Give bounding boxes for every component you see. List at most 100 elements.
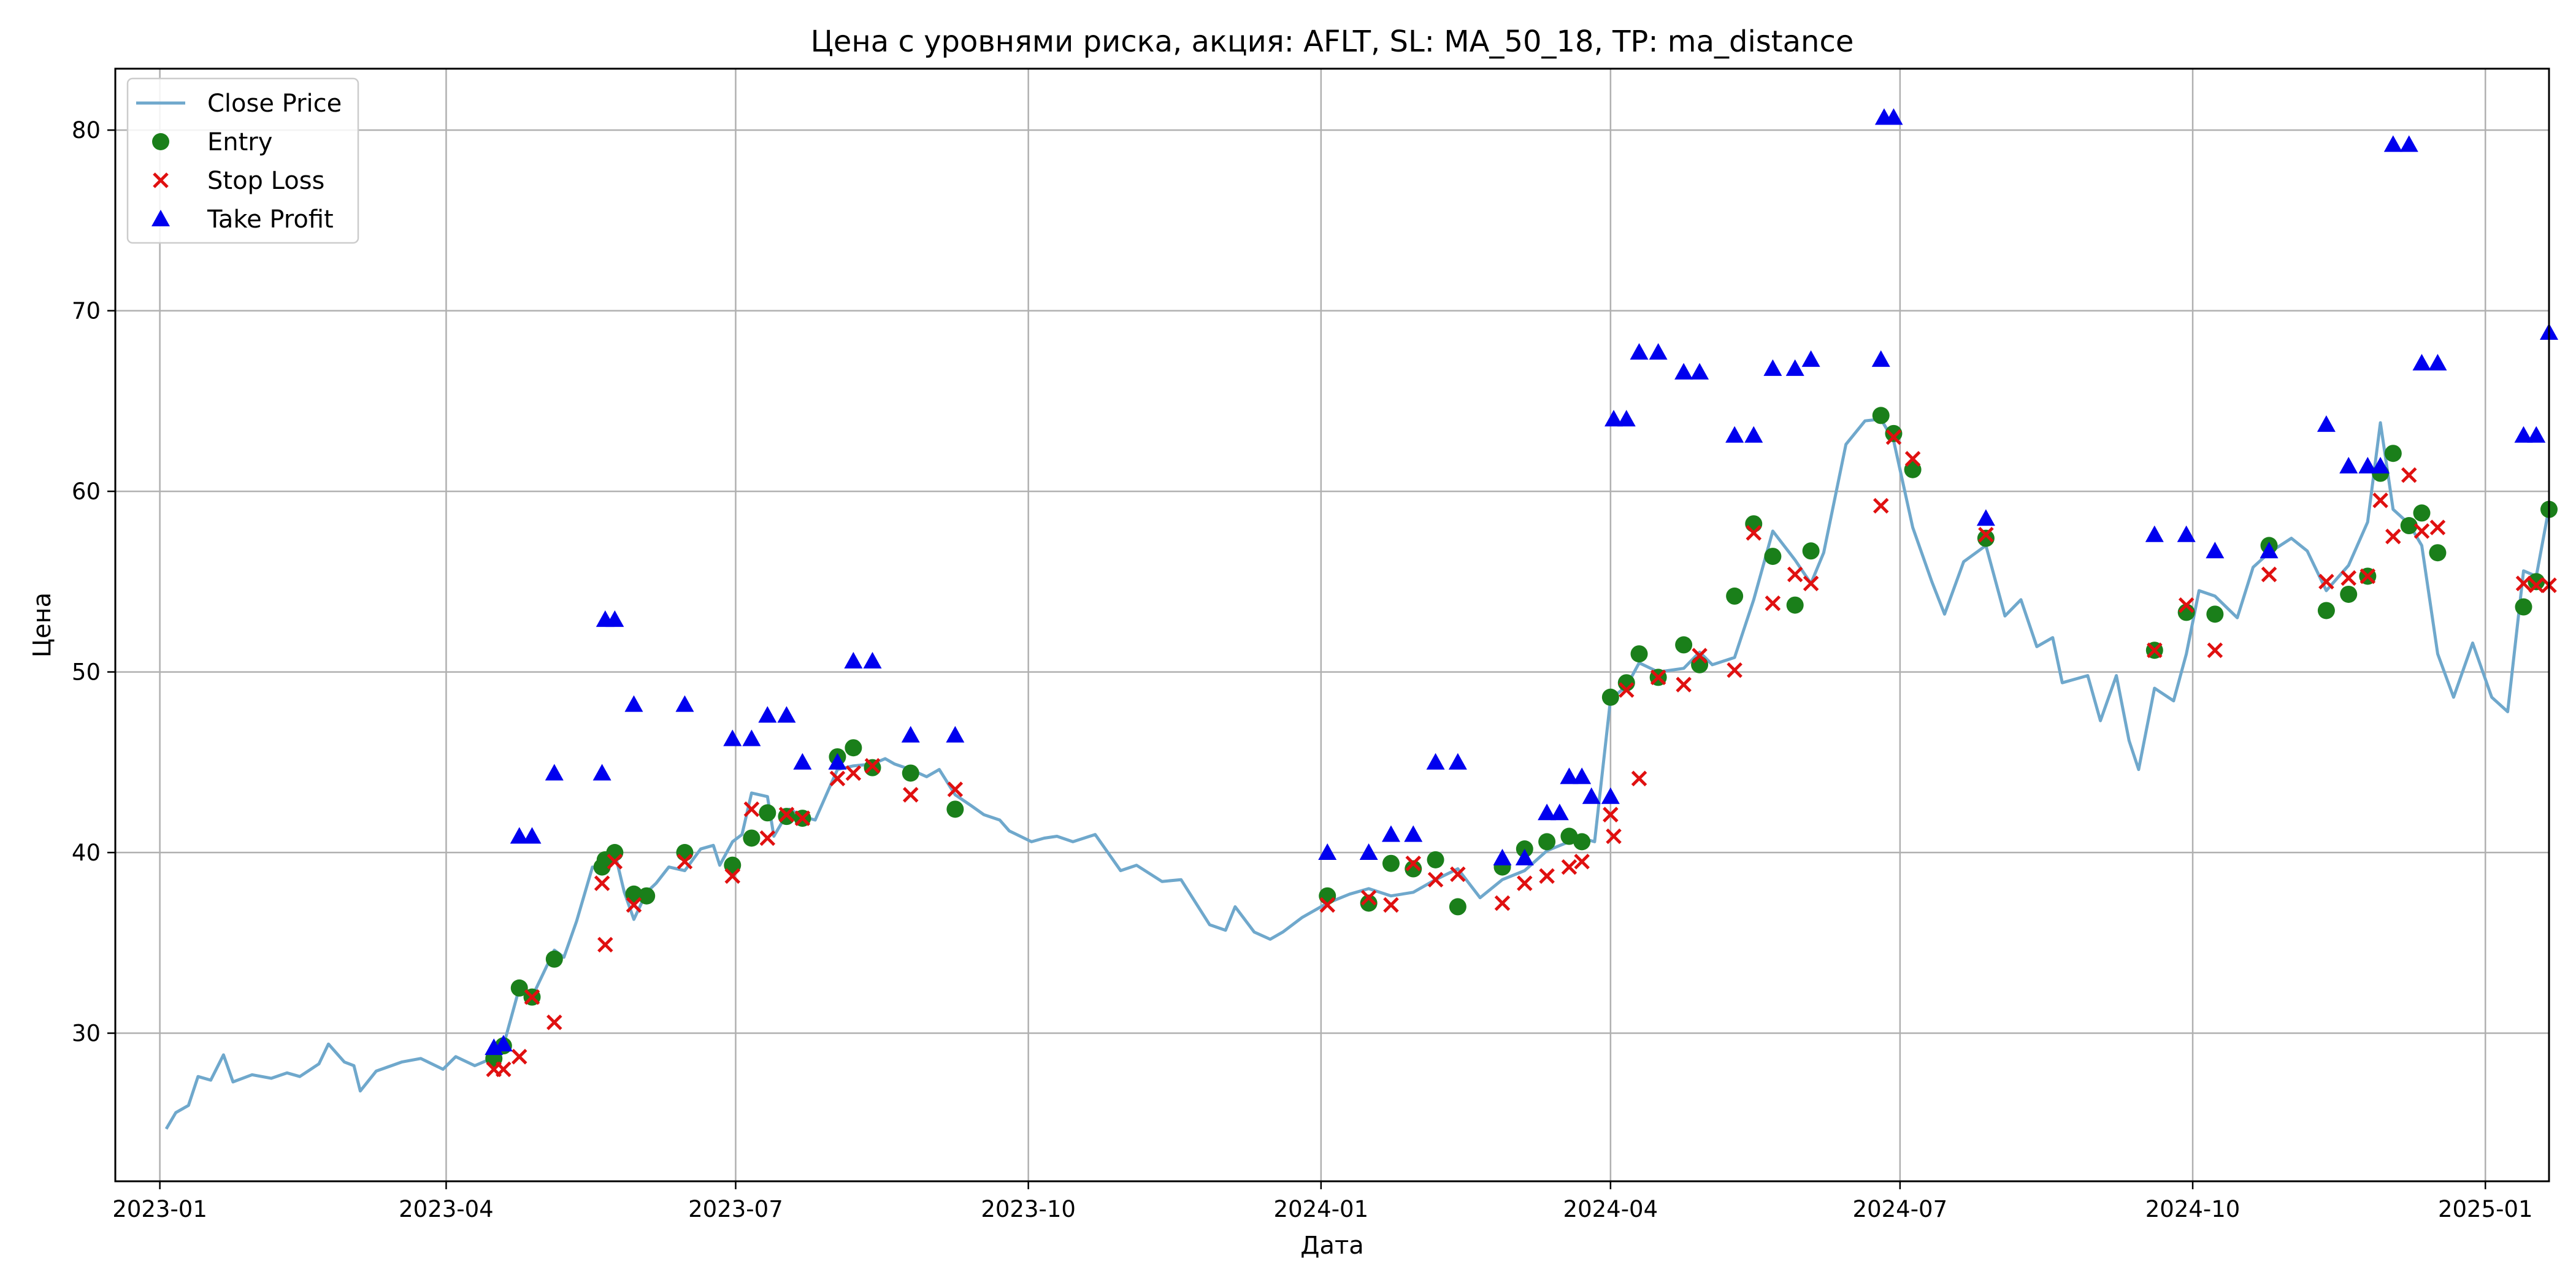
stop-loss-point — [1873, 497, 1889, 514]
entry-point — [1630, 645, 1648, 663]
x-tick-label: 2024-10 — [2145, 1196, 2241, 1222]
legend-take-profit-icon — [151, 210, 170, 226]
take-profit-point — [2514, 426, 2533, 443]
take-profit-point — [2428, 354, 2447, 371]
x-axis-title: Дата — [1300, 1232, 1364, 1260]
entry-point — [1405, 860, 1422, 878]
x-tick-label: 2023-10 — [981, 1196, 1076, 1222]
take-profit-point — [1604, 410, 1623, 427]
take-profit-point — [2145, 525, 2164, 542]
legend: Close Price Entry Stop Loss Take Profit — [126, 77, 359, 244]
take-profit-point — [2371, 456, 2390, 473]
y-tick-label: 30 — [72, 1021, 101, 1047]
stop-loss-point — [1885, 429, 1902, 445]
legend-label: Stop Loss — [207, 167, 324, 195]
legend-label: Close Price — [207, 90, 342, 118]
stop-loss-point — [2429, 519, 2446, 535]
take-profit-point — [1381, 825, 1400, 842]
take-profit-point — [605, 610, 624, 627]
take-profit-point — [2339, 456, 2358, 473]
take-profit-point — [2260, 542, 2279, 559]
entry-point — [1538, 833, 1556, 851]
entry-point — [845, 739, 862, 757]
entry-point — [1319, 887, 1336, 905]
y-tick-label: 50 — [72, 659, 101, 686]
stop-loss-point — [947, 781, 964, 797]
x-tick-label: 2024-01 — [1274, 1196, 1369, 1222]
stop-loss-point — [1606, 828, 1622, 845]
stop-loss-point — [1383, 897, 1399, 913]
take-profit-point — [1884, 108, 1903, 125]
x-tick-label: 2023-07 — [688, 1196, 783, 1222]
take-profit-point — [510, 827, 529, 844]
entry-point — [2515, 598, 2532, 616]
take-profit-point — [1601, 787, 1620, 804]
take-profit-point — [742, 729, 761, 746]
entry-point — [2317, 602, 2335, 619]
entry-point — [2528, 573, 2545, 591]
entry-point — [902, 764, 919, 782]
take-profit-point — [2412, 354, 2431, 371]
x-tick-label: 2025-01 — [2438, 1196, 2533, 1222]
take-profit-point — [1725, 426, 1744, 443]
entry-point — [2400, 517, 2418, 535]
y-tick-label: 80 — [72, 117, 101, 144]
stop-loss-point — [2340, 570, 2356, 586]
entry-point — [2340, 585, 2358, 603]
take-profit-point — [1976, 509, 1995, 526]
stop-loss-point — [794, 810, 811, 826]
stop-loss-point — [1692, 648, 1708, 664]
take-profit-point — [1674, 362, 1693, 380]
stop-loss-point — [829, 770, 846, 787]
stop-loss-point — [2515, 575, 2532, 592]
entry-point — [606, 844, 624, 862]
y-tick-label: 60 — [72, 478, 101, 505]
stop-loss-point — [2318, 573, 2334, 590]
legend-stop-loss-icon — [153, 172, 169, 188]
take-profit-point — [592, 764, 611, 781]
take-profit-point — [1318, 843, 1337, 861]
take-profit-point — [1785, 359, 1804, 376]
take-profit-point — [1550, 803, 1569, 821]
stop-loss-point — [1803, 575, 1819, 592]
x-tick-label: 2023-04 — [399, 1196, 494, 1222]
stop-loss-point — [759, 830, 776, 846]
stop-loss-point — [1539, 868, 1555, 884]
entry-point — [724, 856, 742, 874]
entry-point — [2429, 544, 2447, 562]
take-profit-point — [828, 753, 847, 770]
entry-point — [1427, 851, 1444, 868]
take-profit-point — [1515, 848, 1534, 865]
entry-point — [2413, 504, 2431, 522]
take-profit-point — [844, 651, 863, 669]
axis-ticks: 2023-01 2023-04 2023-07 2023-10 2024-01 2024-… — [72, 117, 2533, 1222]
legend-box — [126, 77, 359, 244]
take-profit-point — [1573, 767, 1592, 784]
entry-point — [1977, 529, 1995, 547]
x-tick-label: 2024-04 — [1563, 1196, 1658, 1222]
stop-loss-point — [594, 875, 610, 891]
stop-loss-point — [2207, 642, 2223, 658]
entry-point — [676, 844, 694, 862]
entry-point — [2384, 445, 2402, 462]
stop-loss-point — [2147, 642, 2163, 658]
stop-loss-point — [1427, 872, 1444, 887]
plot-frame — [114, 67, 2550, 1183]
stop-loss-point — [1360, 889, 1377, 906]
take-profit-point — [1582, 787, 1601, 804]
stop-loss-point — [1319, 897, 1335, 913]
stop-loss-point — [677, 854, 693, 870]
stop-loss-point — [1787, 566, 1803, 583]
stop-loss-point — [1494, 895, 1511, 911]
stop-loss-point — [626, 897, 642, 913]
stop-loss-point — [1450, 866, 1466, 883]
x-tick-label: 2023-01 — [112, 1196, 207, 1222]
x-tick-label: 2024-07 — [1853, 1196, 1948, 1222]
take-profit-point — [1649, 343, 1668, 360]
stop-loss-point — [511, 1049, 527, 1065]
legend-label: Take Profit — [207, 205, 334, 234]
stop-loss-point — [902, 787, 919, 803]
chart-title: Цена с уровнями риска, акция: AFLT, SL: … — [811, 25, 1854, 59]
entry-point — [1675, 636, 1693, 654]
